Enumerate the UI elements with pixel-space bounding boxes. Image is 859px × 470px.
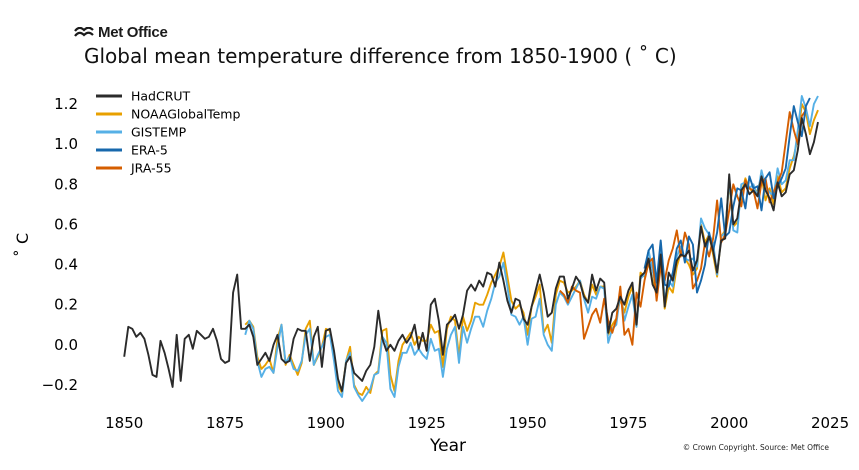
chart-title: Global mean temperature difference from … bbox=[84, 44, 677, 68]
y-tick-label: 0.0 bbox=[54, 336, 78, 354]
copyright-credit: © Crown Copyright. Source: Met Office bbox=[682, 443, 829, 452]
y-tick-label: −0.2 bbox=[42, 376, 78, 394]
series-line-gistemp bbox=[244, 95, 819, 402]
y-axis: −0.2 0.0 0.2 0.4 0.6 0.8 1.0 1.2 bbox=[42, 95, 78, 394]
x-axis: 1850 1875 1900 1925 1950 1975 2000 2025 bbox=[105, 414, 849, 432]
legend-label: GISTEMP bbox=[131, 125, 187, 140]
series-lines bbox=[123, 95, 819, 402]
legend: HadCRUT NOAAGlobalTemp GISTEMP ERA-5 JRA-55 bbox=[96, 89, 240, 176]
x-tick-label: 1875 bbox=[206, 414, 244, 432]
series-line-jra-55 bbox=[559, 109, 807, 346]
legend-label: JRA-55 bbox=[130, 161, 172, 176]
y-tick-label: 0.8 bbox=[54, 175, 78, 193]
y-tick-label: 1.0 bbox=[54, 135, 78, 153]
series-line-noaaglobaltemp bbox=[244, 103, 819, 396]
met-office-waves-icon bbox=[74, 26, 94, 37]
series-line-hadcrut bbox=[123, 117, 819, 392]
x-tick-label: 2025 bbox=[811, 414, 849, 432]
x-tick-label: 2000 bbox=[710, 414, 748, 432]
x-tick-label: 1900 bbox=[307, 414, 345, 432]
y-axis-label: ˚ C bbox=[13, 233, 32, 257]
x-axis-label: Year bbox=[429, 436, 466, 456]
y-tick-label: 0.6 bbox=[54, 215, 78, 233]
x-tick-label: 1850 bbox=[105, 414, 143, 432]
met-office-logo-text: Met Office bbox=[98, 24, 168, 41]
legend-label: NOAAGlobalTemp bbox=[131, 107, 240, 122]
series-line-era-5 bbox=[643, 97, 811, 294]
met-office-logo: Met Office bbox=[74, 24, 168, 41]
x-tick-label: 1975 bbox=[609, 414, 647, 432]
x-tick-label: 1950 bbox=[508, 414, 546, 432]
y-tick-label: 0.2 bbox=[54, 296, 78, 314]
legend-label: ERA-5 bbox=[131, 143, 168, 158]
x-tick-label: 1925 bbox=[408, 414, 446, 432]
y-tick-label: 1.2 bbox=[54, 95, 78, 113]
legend-label: HadCRUT bbox=[131, 89, 191, 104]
y-tick-label: 0.4 bbox=[54, 256, 78, 274]
